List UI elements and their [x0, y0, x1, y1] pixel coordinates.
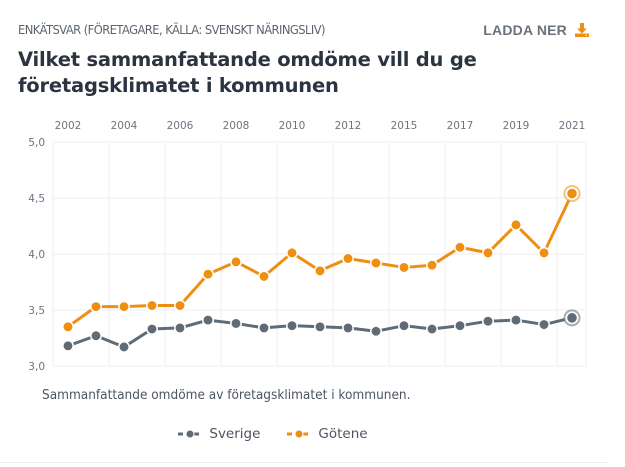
data-point-gotene	[146, 299, 158, 312]
legend-marker-sverige-icon	[177, 429, 203, 439]
data-point-gotene	[510, 218, 522, 231]
legend-item-sverige[interactable]: Sverige	[177, 426, 260, 442]
y-tick-label: 3,0	[28, 361, 45, 373]
data-point-sverige	[567, 313, 577, 323]
data-point-sverige	[90, 329, 102, 342]
y-tick-label: 5,0	[28, 137, 45, 149]
download-button[interactable]: LADDA NER	[483, 22, 589, 38]
data-point-gotene	[202, 268, 214, 281]
data-point-gotene	[258, 270, 270, 283]
series-line-gotene	[67, 192, 574, 329]
legend-label-gotene: Götene	[318, 426, 368, 442]
data-point-gotene	[314, 264, 326, 277]
legend-label-sverige: Sverige	[209, 426, 261, 442]
data-point-gotene	[286, 246, 298, 259]
x-tick-label: 2012	[335, 120, 362, 132]
data-point-gotene	[174, 299, 186, 312]
data-point-gotene	[62, 320, 74, 333]
data-point-sverige	[454, 319, 466, 332]
data-point-sverige	[510, 314, 522, 327]
data-point-sverige	[398, 319, 410, 332]
grid-lines	[52, 141, 587, 367]
data-point-sverige	[258, 321, 270, 334]
x-tick-label: 2006	[167, 120, 194, 132]
data-point-sverige	[342, 321, 354, 334]
y-tick-label: 4,5	[28, 193, 45, 205]
x-tick-label: 2004	[111, 120, 138, 132]
data-point-gotene	[230, 255, 242, 268]
data-point-sverige	[62, 339, 74, 352]
x-tick-label: 2015	[391, 120, 418, 132]
legend-item-gotene[interactable]: Götene	[286, 426, 368, 442]
legend-marker-gotene-icon	[286, 429, 312, 439]
x-tick-label: 2021	[559, 120, 586, 132]
chart-caption: Sammanfattande omdöme av företagsklimate…	[42, 388, 411, 403]
data-point-sverige	[174, 321, 186, 334]
data-point-gotene	[118, 300, 130, 313]
chart-subtitle: ENKÄTSVAR (FÖRETAGARE, KÄLLA: SVENSKT NÄ…	[18, 22, 326, 37]
line-chart: 2002 2004 2006 2008 2010 2012 2015 2017 2019 2021…	[28, 120, 587, 373]
x-tick-label: 2019	[503, 120, 530, 132]
x-tick-label: 2010	[279, 120, 306, 132]
chart-title: Vilket sammanfattande omdöme vill du ge …	[18, 48, 477, 97]
data-point-gotene	[398, 261, 410, 274]
data-point-gotene	[370, 257, 382, 269]
y-tick-label: 3,5	[28, 305, 45, 317]
data-point-gotene	[567, 188, 577, 199]
data-point-sverige	[370, 325, 382, 338]
series-points	[62, 185, 581, 353]
data-point-gotene	[426, 259, 438, 272]
data-point-gotene	[538, 246, 550, 259]
x-axis-ticks: 2002 2004 2006 2008 2010 2012 2015 2017 2019 2021	[55, 120, 586, 132]
y-axis-ticks: 3,0 3,5 4,0 4,5 5,0	[28, 137, 45, 373]
chart-legend: Sverige Götene	[0, 426, 625, 442]
data-point-sverige	[202, 314, 214, 327]
data-point-gotene	[342, 252, 354, 265]
bottom-divider	[0, 462, 607, 463]
data-point-sverige	[482, 315, 494, 328]
x-tick-label: 2017	[447, 120, 474, 132]
data-point-gotene	[454, 241, 466, 254]
y-tick-label: 4,0	[28, 249, 45, 261]
download-icon	[575, 23, 589, 37]
data-point-sverige	[230, 317, 242, 330]
data-point-sverige	[314, 320, 326, 333]
download-label: LADDA NER	[483, 22, 567, 38]
data-point-sverige	[118, 341, 130, 353]
data-point-sverige	[426, 323, 438, 335]
data-point-sverige	[146, 323, 158, 335]
data-point-gotene	[482, 246, 494, 259]
data-point-sverige	[538, 318, 550, 331]
x-tick-label: 2008	[223, 120, 250, 132]
data-point-gotene	[90, 300, 102, 313]
data-point-sverige	[286, 319, 298, 332]
x-tick-label: 2002	[55, 120, 82, 132]
